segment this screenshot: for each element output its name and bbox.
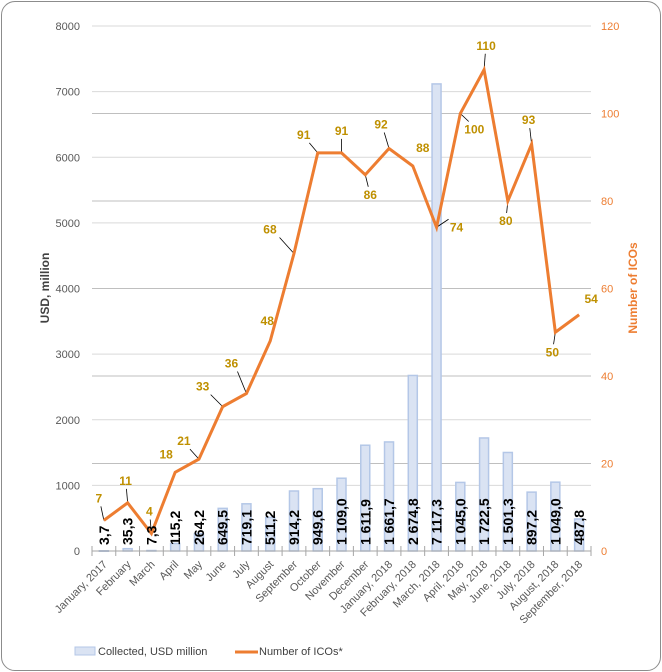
y2-axis-title: Number of ICOs <box>626 242 640 334</box>
y-tick-label: 2000 <box>56 415 80 427</box>
line-data-label: 100 <box>464 123 484 137</box>
line-data-label: 11 <box>119 474 132 488</box>
bar <box>431 83 442 552</box>
bar-data-label: 1 611,9 <box>357 499 373 545</box>
line-series <box>102 65 581 537</box>
leader-line <box>460 113 469 122</box>
bar-data-label: 1 049,0 <box>547 498 563 545</box>
y2-tick-label: 100 <box>601 109 619 121</box>
line-data-label: 36 <box>225 357 239 371</box>
y-tick-label: 0 <box>74 546 80 558</box>
line-data-label: 92 <box>374 118 388 132</box>
bar-data-label: 897,2 <box>524 510 540 545</box>
bar-data-label: 1 661,7 <box>381 498 397 545</box>
x-tick-label: March <box>127 559 157 589</box>
leader-line <box>436 218 449 228</box>
leader-line <box>279 237 295 254</box>
leader-line <box>383 132 390 149</box>
y-tick-label: 8000 <box>56 21 80 33</box>
gridlines <box>92 25 591 486</box>
line-labels: 7 11 4 18 21 33 36 48 68 91 91 86 92 88 74 100 110 80 93 50… <box>96 39 599 519</box>
legend-bar-swatch <box>74 646 96 656</box>
line-data-label: 91 <box>297 128 311 142</box>
x-tick-label: June <box>203 559 228 584</box>
y-tick-label: 4000 <box>56 284 80 296</box>
y2-tick-label: 120 <box>601 21 619 33</box>
bar-data-label: 264,2 <box>191 510 207 545</box>
leader-line <box>100 506 105 521</box>
line-data-label: 48 <box>261 314 275 328</box>
line-data-label: 54 <box>584 292 598 306</box>
line-data-label: 33 <box>196 380 210 394</box>
line-data-label: 4 <box>146 505 153 519</box>
y-axis-title: USD, million <box>38 253 52 324</box>
bar-data-label: 487,8 <box>571 510 587 545</box>
ico-line <box>102 65 581 537</box>
bar-data-label: 3,7 <box>96 525 112 545</box>
bar-labels: 3,7 35,3 7,3 115,2 264,2 649,5 719,1 511,2 914,2… <box>96 498 587 545</box>
y2-tick-label: 20 <box>601 459 613 471</box>
x-tick-label: April <box>157 559 181 583</box>
bar-data-label: 7,3 <box>143 525 159 545</box>
line-data-label: 110 <box>476 39 496 53</box>
line-data-label: 21 <box>177 434 191 448</box>
bar-data-label: 511,2 <box>262 511 278 545</box>
bar-data-label: 1 045,0 <box>452 498 468 545</box>
y2-tick-label: 60 <box>601 284 613 296</box>
legend: Collected, USD million Number of ICOs* <box>74 646 343 658</box>
y-tick-label: 7000 <box>56 87 80 99</box>
y-tick-label: 3000 <box>56 349 80 361</box>
bar-data-label: 1 109,0 <box>334 498 350 545</box>
leader-line <box>364 174 369 187</box>
bar-data-label: 7 117,3 <box>429 499 445 545</box>
line-data-label: 91 <box>335 124 349 138</box>
bar-data-label: 35,3 <box>120 518 136 545</box>
leader-line <box>210 394 223 407</box>
bar-data-label: 1 722,5 <box>476 498 492 545</box>
line-data-label: 80 <box>499 214 513 228</box>
line-data-label: 86 <box>364 188 378 202</box>
y2-tick-label: 0 <box>601 546 607 558</box>
legend-bar-label: Collected, USD million <box>98 646 207 658</box>
bar-data-label: 1 501,3 <box>500 498 516 545</box>
leader-lines <box>100 53 556 534</box>
leader-line <box>126 488 129 503</box>
line-data-label: 7 <box>96 491 103 505</box>
bar-data-label: 2 674,8 <box>405 498 421 545</box>
line-data-label: 93 <box>522 113 536 127</box>
legend-line-label: Number of ICOs* <box>259 646 343 658</box>
y-tick-label: 5000 <box>56 218 80 230</box>
leader-line <box>189 448 200 460</box>
line-data-label: 18 <box>159 447 173 461</box>
leader-line <box>309 142 319 154</box>
line-data-label: 74 <box>450 220 464 234</box>
x-tick-label: May <box>182 558 206 582</box>
line-data-label: 88 <box>416 141 430 155</box>
line-data-label: 50 <box>546 345 560 359</box>
y-tick-label: 1000 <box>56 480 80 492</box>
leader-line <box>237 371 247 394</box>
y-tick-label: 6000 <box>56 152 80 164</box>
y2-tick-label: 40 <box>601 371 613 383</box>
bar-data-label: 914,2 <box>286 510 302 545</box>
bar-data-label: 115,2 <box>167 511 183 545</box>
bar-data-label: 649,5 <box>215 510 231 545</box>
y2-tick-label: 80 <box>601 196 613 208</box>
bar-data-label: 949,6 <box>310 510 326 545</box>
line-data-label: 68 <box>263 223 277 237</box>
bar-data-label: 719,1 <box>238 510 254 545</box>
